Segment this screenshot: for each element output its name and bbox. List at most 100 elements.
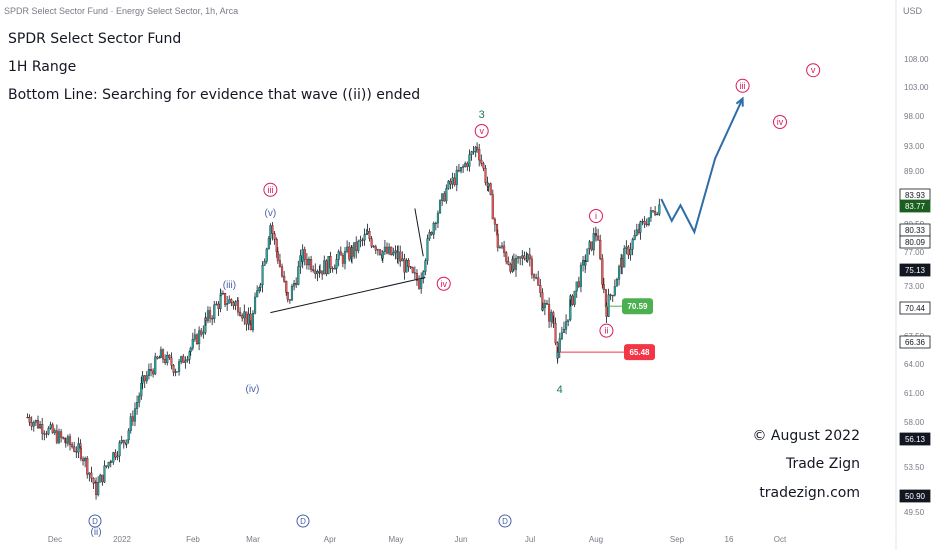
candle	[32, 420, 35, 432]
candle	[451, 172, 454, 189]
dividend-marker-circle[interactable]	[498, 514, 512, 528]
candle	[532, 273, 536, 282]
candle	[55, 424, 58, 445]
candle	[140, 376, 143, 400]
candle	[607, 288, 610, 318]
candle	[280, 263, 284, 278]
candle	[267, 236, 270, 250]
candle	[355, 236, 358, 259]
candle	[321, 270, 324, 280]
candle	[582, 256, 585, 272]
candle	[517, 255, 520, 264]
candle	[64, 437, 67, 448]
candle	[487, 183, 490, 192]
candle	[180, 355, 183, 365]
candle	[314, 263, 317, 279]
price-tag-label: 65.48	[629, 348, 650, 357]
dividend-marker[interactable]: D	[300, 517, 306, 526]
candle	[276, 247, 279, 264]
candle	[537, 270, 540, 286]
candle	[374, 244, 377, 254]
candle	[310, 255, 313, 273]
candle	[346, 240, 349, 254]
price-axis-label: 83.77	[905, 202, 926, 211]
candle	[385, 242, 389, 255]
y-tick-label: 89.00	[904, 167, 925, 176]
candle	[588, 239, 591, 255]
price-axis-label-box	[899, 489, 931, 503]
candle	[592, 227, 595, 256]
candle	[154, 352, 157, 376]
candle	[193, 328, 196, 342]
candle	[149, 363, 153, 377]
candle	[273, 231, 276, 245]
candle	[125, 439, 128, 449]
dividend-marker[interactable]: D	[92, 517, 98, 526]
candle	[341, 252, 344, 268]
x-tick-label: Feb	[186, 535, 200, 544]
candle	[133, 402, 137, 427]
candles	[26, 142, 661, 500]
price-axis-label: 70.44	[905, 304, 926, 313]
candle	[51, 422, 54, 434]
dividend-marker-circle[interactable]	[296, 514, 310, 528]
x-tick-label: Aug	[589, 535, 603, 544]
candle	[543, 299, 546, 316]
price-axis-label: 83.93	[905, 191, 926, 200]
wave-label-circle	[589, 209, 603, 223]
candle	[623, 245, 626, 268]
wave-label: v	[811, 65, 816, 75]
candle	[613, 279, 616, 297]
price-axis-label: 75.13	[905, 266, 926, 275]
candle	[586, 248, 589, 262]
candle	[77, 437, 80, 458]
candle	[209, 306, 212, 323]
candle	[372, 244, 375, 248]
candle	[39, 420, 42, 430]
candle	[399, 245, 402, 267]
candle	[512, 253, 515, 272]
candle	[556, 347, 559, 362]
wave-label: (v)	[265, 208, 277, 219]
candle	[361, 237, 364, 247]
candle	[535, 273, 538, 280]
candle	[206, 306, 210, 324]
candle	[656, 212, 659, 216]
candle	[28, 414, 31, 426]
candle	[359, 235, 362, 248]
wave-label: iii	[740, 81, 746, 91]
candle	[348, 241, 351, 262]
candle	[161, 348, 165, 364]
candle	[316, 269, 319, 282]
candle	[545, 300, 549, 305]
candle	[286, 291, 289, 303]
candle	[60, 429, 63, 443]
dividend-marker[interactable]: D	[502, 517, 508, 526]
candle	[420, 272, 423, 294]
candle	[156, 355, 159, 360]
candle	[234, 300, 237, 311]
candle	[407, 258, 410, 272]
candle	[301, 244, 304, 269]
chart-header-title: SPDR Select Sector Fund · Energy Select …	[4, 6, 239, 16]
candle	[66, 434, 69, 447]
candle	[36, 415, 40, 429]
candle	[71, 441, 74, 449]
candle	[73, 441, 76, 453]
candle	[269, 223, 272, 245]
candle	[438, 199, 442, 214]
candle	[594, 228, 598, 242]
candle	[468, 149, 471, 172]
candle	[633, 229, 636, 241]
candle	[484, 164, 487, 186]
wave-channel-line	[414, 208, 424, 257]
price-tag-box	[622, 298, 653, 315]
candle	[285, 280, 288, 296]
candle	[424, 258, 427, 276]
candle	[590, 241, 593, 252]
dividend-marker-circle[interactable]	[88, 514, 102, 528]
candle	[295, 277, 298, 288]
candle	[271, 222, 274, 241]
candle	[443, 191, 446, 202]
